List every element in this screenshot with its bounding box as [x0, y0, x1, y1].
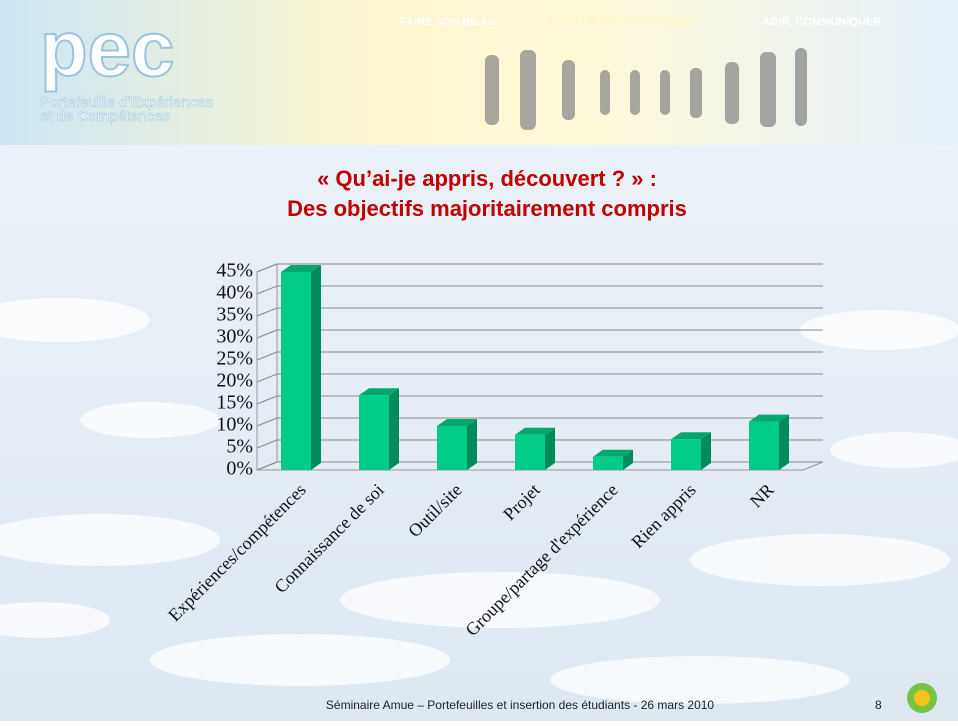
bar: [281, 272, 311, 470]
page: pec Portefeuille d'Expériences et de Com…: [0, 0, 958, 721]
footer-logo: [914, 690, 930, 706]
bar-side: [311, 265, 321, 470]
logo-subtitle: et de Compétences: [40, 108, 170, 125]
y-tick-label: 10%: [216, 414, 253, 436]
logo: pec: [40, 5, 174, 93]
y-tick-label: 15%: [216, 392, 253, 414]
y-tick-label: 40%: [216, 282, 253, 304]
footer: Séminaire Amue – Portefeuilles et insert…: [326, 698, 715, 712]
tagline: FAIRE SON BILAN: [400, 16, 496, 28]
chart-title: Des objectifs majoritairement compris: [287, 196, 687, 221]
y-tick-label: 30%: [216, 326, 253, 348]
bar: [437, 426, 467, 470]
y-tick-label: 5%: [226, 436, 253, 458]
bar: [593, 457, 623, 470]
slide: pec Portefeuille d'Expériences et de Com…: [0, 0, 958, 721]
bar: [359, 395, 389, 470]
chart-title: « Qu’ai-je appris, découvert ? » :: [317, 166, 657, 191]
y-tick-label: 0%: [226, 458, 253, 480]
bar-side: [467, 419, 477, 470]
page-number: 8: [875, 698, 882, 712]
bar-side: [545, 428, 555, 470]
tagline: CONSTRUIRE SON PROJET: [548, 16, 695, 28]
bar: [671, 439, 701, 470]
y-tick-label: 45%: [216, 260, 253, 282]
bar-side: [389, 388, 399, 470]
y-tick-label: 20%: [216, 370, 253, 392]
bar-side: [779, 415, 789, 470]
tagline: AGIR, COMMUNIQUER: [762, 16, 881, 28]
y-tick-label: 25%: [216, 348, 253, 370]
bar: [749, 422, 779, 470]
y-tick-label: 35%: [216, 304, 253, 326]
bar: [515, 435, 545, 470]
